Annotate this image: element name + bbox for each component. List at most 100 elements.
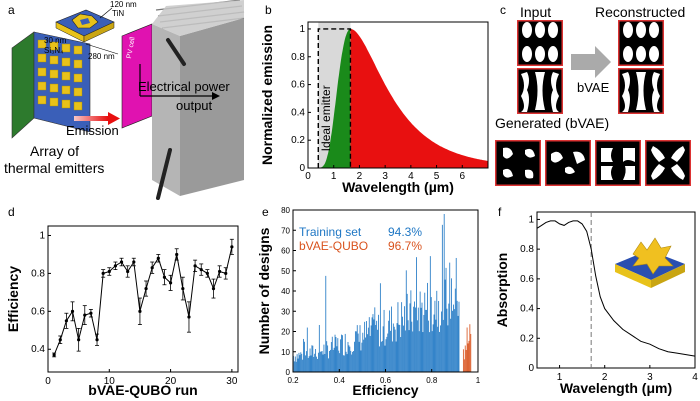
training-bar — [311, 345, 313, 372]
training-bar — [421, 302, 423, 372]
inset-substrate-side-left — [615, 264, 651, 288]
ytick-label: 40 — [281, 287, 290, 296]
training-bar — [298, 352, 300, 372]
training-bar — [354, 341, 355, 372]
training-bar — [301, 353, 303, 372]
x-axis-label: Wavelength (µm) — [342, 179, 454, 195]
ytick-label: 70 — [281, 226, 290, 235]
training-bar — [366, 321, 367, 372]
ytick-label: 0.8 — [31, 268, 45, 279]
training-bar — [376, 320, 378, 372]
training-bar — [431, 331, 433, 372]
training-bar — [453, 309, 455, 372]
generated-tile-3 — [594, 139, 642, 187]
panel-e-letter: e — [262, 205, 269, 219]
training-bar — [384, 345, 386, 372]
data-point — [107, 269, 111, 274]
training-bar — [394, 329, 396, 372]
training-bar — [307, 357, 309, 372]
training-bar — [349, 346, 351, 372]
ytick-label: 0 — [528, 363, 534, 374]
training-bar — [411, 321, 413, 372]
emission-below-cutoff — [318, 29, 351, 168]
training-bar — [441, 224, 443, 372]
ytick-label: 0.8 — [520, 244, 534, 255]
training-bar — [350, 350, 352, 372]
training-bar — [365, 337, 366, 372]
training-bar — [296, 354, 298, 372]
bvae-qubo-bar — [465, 349, 467, 372]
data-point — [193, 264, 197, 268]
training-bar — [446, 308, 448, 372]
training-bar — [381, 341, 383, 372]
training-bar — [392, 323, 394, 372]
training-bar — [354, 331, 356, 372]
training-bar — [418, 331, 420, 372]
xtick-label: 0 — [45, 376, 51, 387]
power-label-line2: output — [176, 98, 213, 113]
training-bar — [457, 315, 459, 372]
training-bar — [449, 262, 451, 372]
ytick-label: 30 — [281, 307, 290, 316]
data-point — [218, 269, 222, 274]
training-bar — [387, 333, 389, 372]
data-point — [168, 281, 173, 285]
emission-label: Emission — [66, 123, 119, 138]
training-bar — [323, 344, 325, 372]
data-point — [70, 309, 75, 313]
panel-c-letter: c — [500, 3, 506, 17]
training-bar — [377, 329, 378, 372]
data-point — [162, 275, 167, 279]
data-point — [224, 271, 228, 276]
data-point — [205, 271, 209, 276]
ytick-label: 0.2 — [291, 135, 305, 146]
xtick-label: 0.4 — [334, 376, 346, 385]
training-bar — [343, 355, 345, 372]
training-bar — [443, 213, 445, 372]
training-bar — [393, 326, 395, 372]
ytick-label: 1 — [39, 230, 45, 241]
data-point — [126, 269, 130, 274]
ideal-emitter-label: Ideal emitter — [319, 85, 333, 151]
bvae-qubo-bar — [462, 349, 464, 372]
training-bar — [404, 330, 406, 372]
chart-d: 0 10 20 30 0.4 0.6 0.8 1 bVAE-QUBO run Efficiency — [5, 225, 239, 398]
training-bar — [321, 351, 323, 372]
training-bar — [356, 325, 358, 372]
training-bar — [391, 306, 392, 372]
ytick-label: 0.6 — [31, 306, 45, 317]
training-bar — [336, 346, 338, 372]
ytick-label: 0.2 — [520, 333, 534, 344]
panel-b-letter: b — [265, 3, 272, 17]
training-bar — [442, 319, 444, 372]
xtick-label: 4 — [408, 171, 414, 182]
xtick-label: 4 — [692, 372, 698, 383]
training-bar — [330, 349, 331, 372]
input-label: Input — [520, 4, 552, 20]
ytick-label: 0.4 — [291, 107, 305, 118]
training-bar — [373, 319, 375, 372]
reconstructed-label: Reconstructed — [595, 4, 686, 20]
training-bar — [424, 292, 426, 372]
training-bar — [416, 320, 418, 372]
xtick-label: 20 — [165, 376, 177, 387]
tin-label: TiN — [112, 9, 125, 18]
bvae-arrow — [571, 46, 611, 78]
training-bar — [428, 320, 429, 372]
training-bar — [352, 351, 354, 372]
training-bar — [412, 331, 414, 372]
training-bar — [294, 356, 296, 372]
xtick-label: 0 — [305, 171, 311, 182]
training-bar — [345, 351, 347, 372]
training-bar — [347, 341, 349, 372]
data-point — [83, 313, 87, 317]
training-bar — [325, 275, 327, 372]
training-bar — [351, 354, 353, 372]
ytick-label: 10 — [281, 348, 290, 357]
training-bar — [389, 310, 391, 372]
bvae-qubo-bar — [463, 359, 465, 372]
training-bar — [455, 257, 457, 372]
training-bar — [414, 301, 415, 372]
ytick-label: 0.8 — [291, 52, 305, 63]
